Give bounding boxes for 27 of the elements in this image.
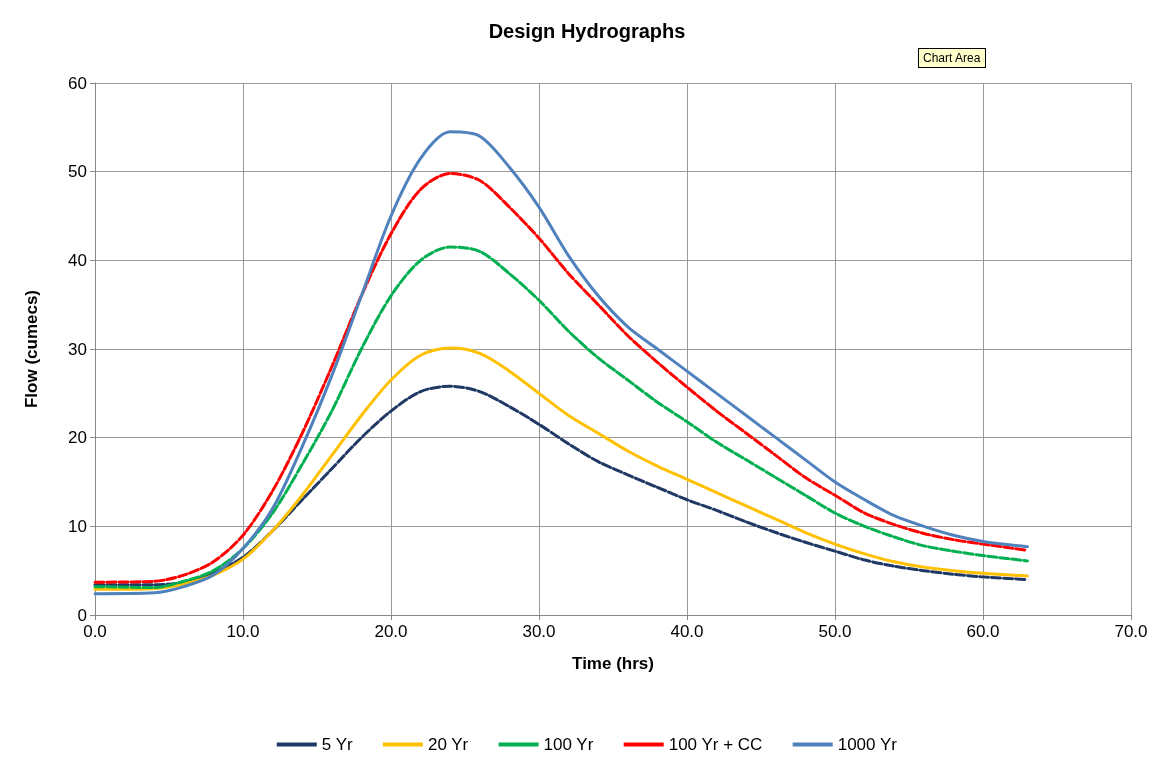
legend-label: 20 Yr [427,735,469,754]
line-series [93,245,1029,590]
y-axis-title: Flow (cumecs) [22,289,41,409]
x-tick-label: 0.0 [83,622,107,641]
x-tick-label: 60.0 [966,622,1000,641]
x-tick-label: 70.0 [1114,622,1148,641]
x-tick-label: 30.0 [522,622,556,641]
line-series [93,384,1029,587]
legend-label: 100 Yr [543,735,594,754]
x-axis-title: Time (hrs) [572,654,654,673]
y-tick-label: 0 [77,605,87,625]
y-tick-label: 50 [68,162,87,182]
x-tick-label: 50.0 [818,622,852,641]
y-tick-label: 40 [68,250,87,270]
legend-label: 100 Yr + CC [668,735,763,754]
y-tick-label: 10 [68,516,87,536]
legend-label: 1000 Yr [837,735,898,754]
chart-title: Design Hydrographs [488,20,686,42]
text: Chart Area [922,51,981,65]
x-tick-label: 20.0 [374,622,408,641]
line-series [93,346,1029,591]
y-tick-label: 30 [68,339,87,359]
x-tick-label: 10.0 [226,622,260,641]
x-tick-label: 40.0 [670,622,704,641]
legend-label: 5 Yr [321,735,353,754]
y-tick-label: 20 [68,428,87,448]
y-tick-label: 60 [68,73,87,93]
